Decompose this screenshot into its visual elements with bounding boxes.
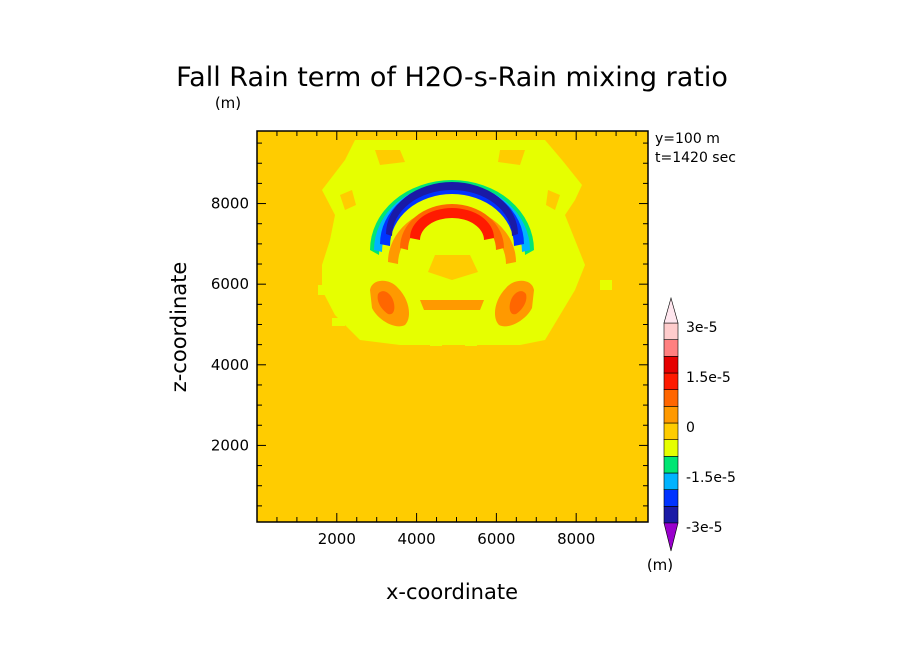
contour-envelope — [322, 140, 585, 345]
colorbar-swatch — [663, 439, 679, 457]
colorbar-swatch — [663, 489, 679, 507]
chart-title: Fall Rain term of H2O-s-Rain mixing rati… — [176, 62, 728, 93]
contour-center-bridge — [420, 300, 484, 310]
contour-arc-red — [410, 208, 494, 240]
annotation-y: y=100 m — [655, 131, 720, 147]
y-tick-label: 4000 — [211, 356, 249, 374]
colorbar-low-triangle — [663, 522, 679, 552]
x-tick-label: 4000 — [397, 530, 435, 548]
y-axis: 2000 4000 6000 8000 — [211, 142, 648, 507]
colorbar-swatch — [663, 456, 679, 474]
colorbar-label: -3e-5 — [686, 520, 723, 536]
y-axis-label: z-coordinate — [167, 262, 191, 393]
colorbar-units: (m) — [647, 556, 673, 574]
colorbar: 3e-5 1.5e-5 0 -1.5e-5 -3e-5 — [663, 296, 736, 552]
x-tick-label: 6000 — [477, 530, 515, 548]
contour-right-lobe-core — [509, 291, 527, 315]
contour-arc-darkblue — [386, 182, 518, 236]
colorbar-swatch — [663, 389, 679, 407]
colorbar-swatch — [663, 339, 679, 357]
plot-field — [257, 131, 648, 522]
colorbar-label: -1.5e-5 — [686, 470, 736, 486]
colorbar-swatch — [663, 322, 679, 340]
colorbar-label: 0 — [686, 420, 695, 436]
annotation-t: t=1420 sec — [655, 150, 736, 166]
contour-left-lobe-core — [377, 291, 395, 315]
title-units: (m) — [215, 94, 241, 112]
colorbar-high-triangle — [663, 296, 679, 324]
colorbar-swatch — [663, 422, 679, 440]
colorbar-label: 3e-5 — [686, 320, 717, 336]
colorbar-swatch — [663, 472, 679, 490]
y-tick-label: 8000 — [211, 195, 249, 213]
y-tick-label: 6000 — [211, 275, 249, 293]
x-tick-label: 2000 — [318, 530, 356, 548]
x-axis-label: x-coordinate — [386, 580, 518, 604]
colorbar-swatch — [663, 406, 679, 424]
y-tick-label: 2000 — [211, 436, 249, 454]
colorbar-swatch — [663, 356, 679, 374]
x-tick-label: 8000 — [557, 530, 595, 548]
plot-frame — [256, 130, 649, 523]
colorbar-swatch — [663, 372, 679, 390]
x-axis: 2000 4000 6000 8000 — [276, 131, 637, 548]
colorbar-label: 1.5e-5 — [686, 370, 731, 386]
colorbar-swatch — [663, 506, 679, 524]
